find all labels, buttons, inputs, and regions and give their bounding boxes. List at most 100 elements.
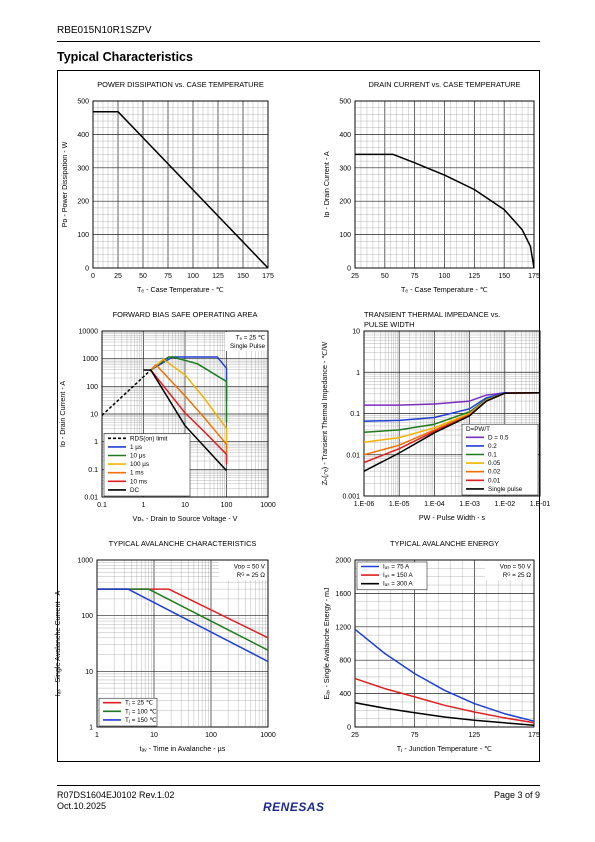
x-tick-label: 0.1 xyxy=(97,502,107,509)
plot-border xyxy=(101,330,269,498)
series-line-0 xyxy=(97,588,269,639)
legend-title: D=PW/T xyxy=(466,426,490,433)
legend-entry: Iₐₛ = 150 A xyxy=(383,572,414,579)
doc-id: R07DS1604EJ0102 Rev.1.02 xyxy=(57,790,175,800)
y-tick-label: 0 xyxy=(85,266,89,273)
series-line-0 xyxy=(364,391,540,406)
y-tick-label: 10 xyxy=(352,329,360,336)
y-tick-label: 0.001 xyxy=(342,494,360,501)
x-tick-label: 125 xyxy=(468,732,480,739)
y-tick-label: 800 xyxy=(339,658,351,665)
chart-note: Rᴳ = 25 Ω xyxy=(237,572,266,579)
section-title: Typical Characteristics xyxy=(57,50,193,64)
page-number: Page 3 of 9 xyxy=(493,790,540,800)
legend-entry: DC xyxy=(130,487,140,494)
x-tick-label: 125 xyxy=(468,273,480,280)
legend-entry: Tⱼ = 25 ℃ xyxy=(125,700,153,707)
legend-entry: Iₐₛ = 75 A xyxy=(383,564,410,571)
legend-entry: RDS(on) limit xyxy=(130,435,168,442)
chart-note: Rᴳ = 25 Ω xyxy=(503,572,532,579)
series-line-4 xyxy=(150,364,228,461)
y-axis-label: Iᴅ - Drain Current - A xyxy=(322,151,331,217)
x-tick-label: 0 xyxy=(91,273,95,280)
legend-entry: D = 0.5 xyxy=(488,434,509,441)
renesas-logo: RENESAS xyxy=(263,800,325,814)
series-line-0 xyxy=(354,628,535,722)
y-tick-label: 200 xyxy=(339,199,351,206)
series-line-1 xyxy=(363,391,540,422)
legend: D=PW/TD = 0.5 0.2 0.10.05 0.020.01 Single pu… xyxy=(461,423,539,496)
chart-title: FORWARD BIAS SAFE OPERATING AREA xyxy=(113,310,258,319)
y-tick-label: 0.1 xyxy=(88,467,98,474)
legend-entry: 1 ms xyxy=(130,470,144,477)
y-tick-label: 10 xyxy=(90,412,98,419)
legend-entry: Tⱼ = 150 ℃ xyxy=(125,717,156,724)
chart-title: TYPICAL AVALANCHE ENERGY xyxy=(390,539,499,548)
x-axis-label: PW - Pulse Width - s xyxy=(419,513,486,522)
x-tick-label: 1.E-01 xyxy=(530,501,551,508)
x-tick-label: 25 xyxy=(114,273,122,280)
x-tick-label: 1 xyxy=(142,502,146,509)
note-box xyxy=(225,332,267,351)
y-tick-label: 100 xyxy=(86,384,98,391)
y-tick-label: 100 xyxy=(81,613,93,620)
legend: Tⱼ = 25 ℃Tⱼ = 100 ℃ Tⱼ = 150 ℃ xyxy=(98,697,158,727)
chart-note: Vᴅᴅ = 50 V xyxy=(234,564,266,571)
y-tick-label: 2000 xyxy=(335,558,351,565)
legend-entry: 10 µs xyxy=(130,453,146,460)
x-tick-label: 100 xyxy=(187,273,199,280)
chart-eas: TYPICAL AVALANCHE ENERGY 25 75 125 175 0 400 80… xyxy=(322,539,540,753)
series-line-1 xyxy=(97,588,269,651)
chart-title: TRANSIENT THERMAL IMPEDANCE vs. xyxy=(364,310,500,319)
legend-entry: 0.05 xyxy=(488,460,501,467)
x-tick-label: 1 xyxy=(95,732,99,739)
y-tick-label: 0 xyxy=(347,725,351,732)
plot-border xyxy=(354,559,535,728)
y-tick-label: 1000 xyxy=(77,558,93,565)
y-tick-label: 1000 xyxy=(82,356,98,363)
y-tick-label: 0 xyxy=(347,266,351,273)
y-axis-label: Eₐₛ - Single Avalanche Energy - mJ xyxy=(322,587,331,700)
x-tick-label: 175 xyxy=(262,273,274,280)
note-box xyxy=(485,561,533,580)
x-tick-label: 1000 xyxy=(260,732,276,739)
x-tick-label: 150 xyxy=(498,273,510,280)
plot-border xyxy=(92,100,269,269)
legend-entry: Single pulse xyxy=(488,486,523,493)
legend-entry: Tⱼ = 100 ℃ xyxy=(125,708,156,715)
grid xyxy=(354,100,535,269)
y-tick-label: 1200 xyxy=(335,624,351,631)
x-tick-label: 50 xyxy=(139,273,147,280)
series-line-0 xyxy=(355,153,535,269)
legend-entry: 0.01 xyxy=(488,477,501,484)
x-tick-label: 1.E-06 xyxy=(354,501,375,508)
y-tick-label: 300 xyxy=(339,165,351,172)
x-tick-label: 10 xyxy=(150,732,158,739)
x-tick-label: 25 xyxy=(351,273,359,280)
series-line-6 xyxy=(143,369,228,472)
x-axis-label: Tₑ - Case Temperature - ℃ xyxy=(401,285,488,294)
x-tick-label: 1.E-05 xyxy=(389,501,410,508)
x-tick-label: 25 xyxy=(351,732,359,739)
series-line-2 xyxy=(354,702,535,727)
plot-border xyxy=(96,559,269,728)
x-tick-label: 100 xyxy=(205,732,217,739)
y-tick-label: 500 xyxy=(77,99,89,106)
y-tick-label: 10000 xyxy=(79,329,99,336)
series-line-5 xyxy=(150,369,228,465)
legend-entry: 1 µs xyxy=(130,444,142,451)
y-tick-label: 1600 xyxy=(335,591,351,598)
chart-title: PULSE WIDTH xyxy=(364,320,415,329)
y-tick-label: 1 xyxy=(356,370,360,377)
x-tick-label: 50 xyxy=(381,273,389,280)
legend-entry: 0.2 xyxy=(488,443,497,450)
x-tick-label: 1.E-04 xyxy=(424,501,445,508)
chart-uis: TYPICAL AVALANCHE CHARACTERISTICS 1 10 100 1… xyxy=(53,539,276,753)
footer-rule xyxy=(57,785,540,786)
figure-frame xyxy=(57,70,540,762)
doc-date: Oct.10.2025 xyxy=(57,801,107,811)
y-tick-label: 0.1 xyxy=(350,411,360,418)
